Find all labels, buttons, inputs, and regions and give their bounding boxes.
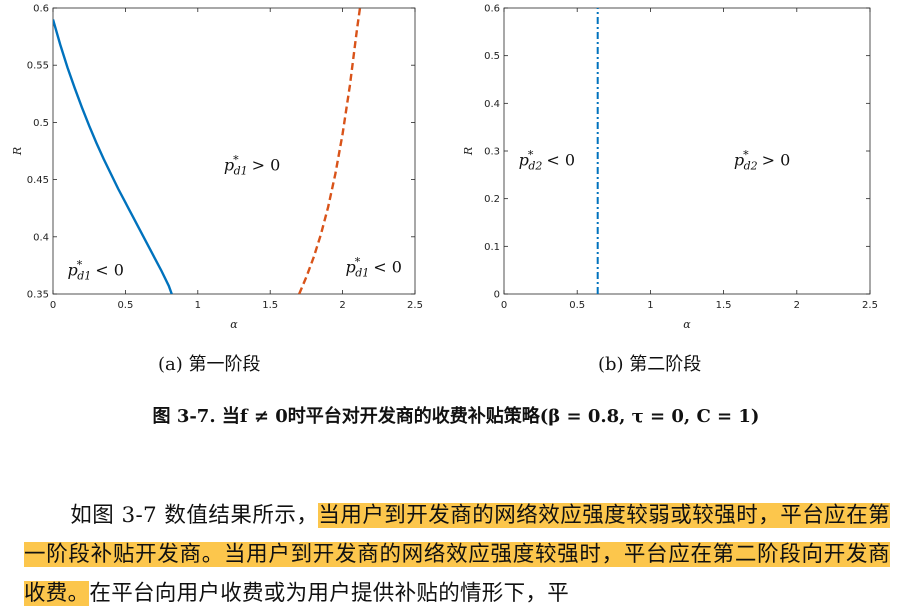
subcaption-b: (b) 第二阶段 bbox=[598, 354, 702, 375]
chart-stage-1: 0 0.5 1 1.5 2 2.5 0.35 0.4 0.45 0.5 0.55 0.6 α Rp* d1 >… bbox=[11, 4, 423, 332]
y-tick-label: 0.45 bbox=[27, 175, 49, 186]
y-tick-label: 0.6 bbox=[33, 4, 49, 15]
region-annotation: p* d1 > 0 bbox=[224, 153, 280, 177]
x-tick-label: 2 bbox=[794, 300, 800, 311]
paragraph-part-2: 在平台向用户收费或为用户提供补贴的情形下，平 bbox=[89, 581, 570, 606]
series-line-2 bbox=[298, 8, 362, 294]
figure-caption: 图 3-7. 当f ≠ 0时平台对开发商的收费补贴策略(β = 0.8, τ =… bbox=[152, 406, 760, 427]
y-tick-label: 0.35 bbox=[27, 290, 49, 301]
y-tick-label: 0.2 bbox=[484, 194, 500, 205]
x-tick-label: 0.5 bbox=[117, 300, 133, 311]
y-axis-label: R bbox=[11, 147, 24, 156]
y-tick-label: 0.5 bbox=[484, 51, 500, 62]
x-tick-label: 1 bbox=[647, 300, 653, 311]
x-tick-label: 1.5 bbox=[262, 300, 278, 311]
y-axis-label: R bbox=[462, 147, 475, 156]
region-annotation: p* d2 < 0 bbox=[519, 148, 575, 172]
region-annotation: p* d1 < 0 bbox=[67, 259, 123, 283]
region-annotation: p* d1 < 0 bbox=[345, 255, 401, 279]
y-tick-label: 0.3 bbox=[484, 147, 500, 158]
paragraph-part-1: 如图 3-7 数值结果所示， bbox=[70, 503, 319, 528]
x-tick-label: 0.5 bbox=[569, 300, 585, 311]
x-tick-label: 2.5 bbox=[862, 300, 878, 311]
x-tick-label: 1.5 bbox=[716, 300, 732, 311]
chart-stage-2: 0 0.5 1 1.5 2 2.5 0 0.1 0.2 0.3 0.4 0.5 0.6 α R p* d2 < 0… bbox=[462, 4, 878, 332]
x-tick-label: 0 bbox=[50, 300, 56, 311]
x-axis-label: α bbox=[230, 318, 238, 331]
region-annotation: p* d2 > 0 bbox=[734, 148, 790, 172]
x-tick-label: 0 bbox=[501, 300, 507, 311]
x-tick-label: 2 bbox=[339, 300, 345, 311]
y-tick-label: 0.5 bbox=[33, 118, 49, 129]
body-paragraph: 如图 3-7 数值结果所示，当用户到开发商的网络效应强度较弱或较强时，平台应在第… bbox=[24, 496, 890, 606]
series-line-1 bbox=[53, 19, 173, 294]
y-tick-label: 0.1 bbox=[484, 242, 500, 253]
y-tick-label: 0.4 bbox=[33, 232, 49, 243]
y-tick-label: 0.4 bbox=[484, 99, 500, 110]
y-tick-label: 0 bbox=[494, 290, 500, 301]
x-tick-label: 2.5 bbox=[407, 300, 423, 311]
subcaption-a: (a) 第一阶段 bbox=[158, 354, 261, 375]
x-axis-label: α bbox=[683, 318, 691, 331]
plot-frame bbox=[52, 7, 416, 295]
y-tick-label: 0.6 bbox=[484, 4, 500, 15]
figure-3-7: 0 0.5 1 1.5 2 2.5 0.35 0.4 0.45 0.5 0.55 0.6 α Rp* d1 >… bbox=[11, 4, 878, 332]
y-tick-label: 0.55 bbox=[27, 61, 49, 72]
x-tick-label: 1 bbox=[195, 300, 201, 311]
